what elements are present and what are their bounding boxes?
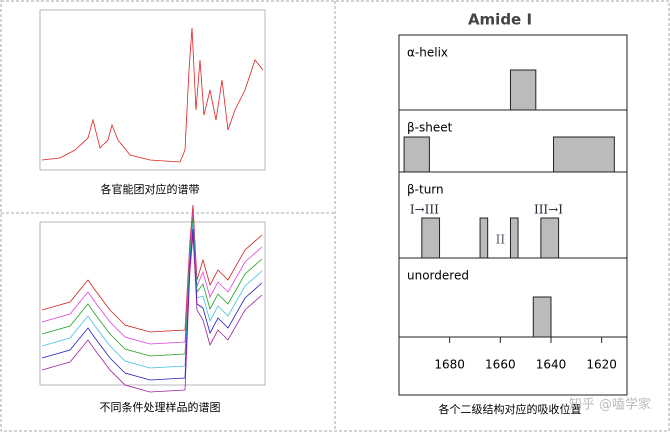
spectrum-bottom — [39, 204, 266, 393]
spectrum-line — [41, 222, 263, 369]
spectrum-frame — [39, 221, 266, 386]
range-bar — [553, 136, 615, 173]
range-bar — [479, 217, 489, 259]
annotation: I→III — [410, 203, 439, 217]
spectrum-line — [41, 216, 263, 357]
spectrum-line — [41, 204, 263, 333]
range-bar — [421, 217, 441, 259]
annotation: III→I — [534, 203, 563, 217]
spectrum-line — [41, 228, 263, 381]
spectrum-line — [41, 27, 264, 163]
x-tick-label: 1660 — [485, 358, 516, 372]
range-bar — [540, 217, 560, 259]
range-bar — [509, 69, 537, 111]
spectrum-line — [41, 234, 263, 393]
range-bar — [532, 296, 552, 338]
x-tick-label: 1620 — [586, 358, 617, 372]
row-label: unordered — [407, 269, 469, 283]
row-label: β-turn — [407, 183, 444, 197]
x-tick-label: 1640 — [536, 358, 567, 372]
caption: 各个二级结构对应的吸收位置 — [439, 402, 582, 416]
range-bar — [403, 136, 430, 173]
spectrum-line — [41, 210, 263, 345]
spectrum-frame — [39, 9, 266, 171]
row-label: β-sheet — [407, 121, 453, 135]
plot-frame — [398, 34, 628, 396]
chart-title: Amide I — [468, 11, 532, 29]
row-label: α-helix — [407, 46, 448, 60]
annotation: II — [496, 233, 506, 247]
range-bar — [509, 217, 519, 259]
x-tick-label: 1680 — [434, 358, 465, 372]
watermark: 知乎 @嗑学家 — [569, 397, 651, 413]
caption: 不同条件处理样品的谱图 — [100, 400, 221, 414]
spectrum-top — [39, 9, 266, 171]
caption: 各官能团对应的谱带 — [101, 182, 200, 196]
